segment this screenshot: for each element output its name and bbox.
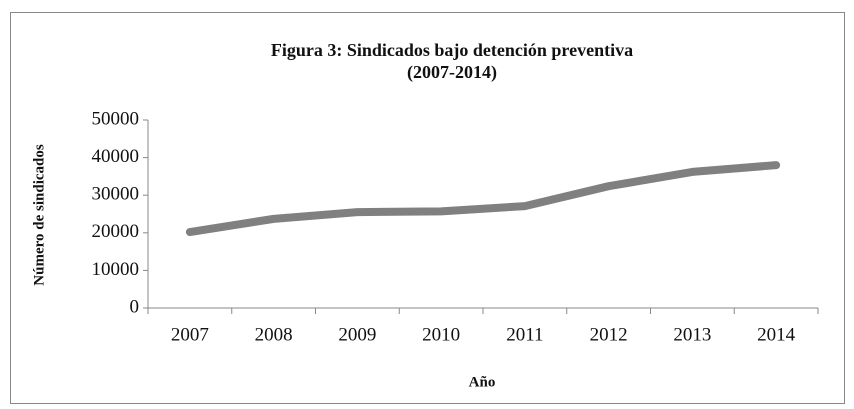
x-tick-label: 2009 bbox=[338, 324, 376, 345]
y-axis-title: Número de sindicados bbox=[31, 144, 47, 286]
x-tick-label: 2014 bbox=[757, 324, 796, 345]
x-tick-label: 2007 bbox=[171, 324, 209, 345]
x-tick-label: 2013 bbox=[673, 324, 711, 345]
y-tick-label: 50000 bbox=[92, 108, 140, 129]
x-tick-label: 2010 bbox=[422, 324, 460, 345]
x-tick-label: 2012 bbox=[590, 324, 628, 345]
y-tick-label: 30000 bbox=[92, 184, 140, 205]
y-tick-label: 0 bbox=[130, 296, 140, 317]
y-tick-label: 40000 bbox=[92, 146, 140, 167]
x-axis-title: Año bbox=[469, 374, 496, 390]
y-tick-label: 10000 bbox=[92, 259, 140, 280]
chart-border bbox=[10, 12, 845, 404]
data-line bbox=[185, 161, 781, 237]
y-tick-label: 20000 bbox=[92, 221, 140, 242]
x-tick-label: 2011 bbox=[506, 324, 543, 345]
x-tick-label: 2008 bbox=[255, 324, 293, 345]
chart-title: Figura 3: Sindicados bajo detención prev… bbox=[271, 40, 633, 60]
chart-subtitle: (2007-2014) bbox=[407, 62, 497, 83]
